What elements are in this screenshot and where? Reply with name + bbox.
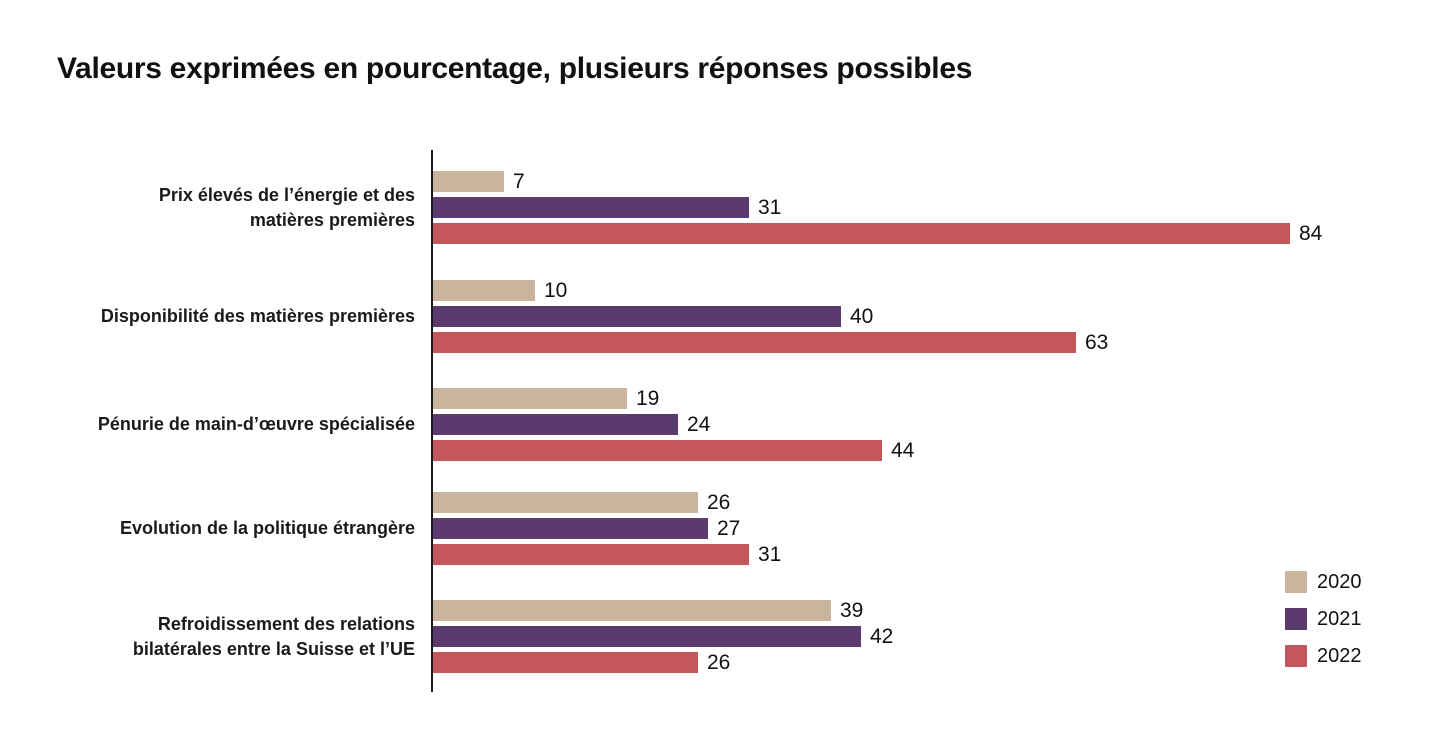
legend-item: 2021 bbox=[1285, 608, 1362, 630]
bar-value-label: 7 bbox=[513, 169, 525, 193]
category-label: Pénurie de main-d’œuvre spécialisée bbox=[0, 388, 415, 461]
bar-value-label: 39 bbox=[840, 598, 864, 622]
bar-value-label: 19 bbox=[636, 386, 660, 410]
bar-value-label: 24 bbox=[687, 412, 711, 436]
bar-2022 bbox=[433, 544, 749, 565]
bar-2021 bbox=[433, 518, 708, 539]
category-label-line: Disponibilité des matières premières bbox=[100, 306, 415, 326]
category-label-line: bilatérales entre la Suisse et l’UE bbox=[132, 638, 415, 659]
legend-swatch bbox=[1285, 608, 1307, 630]
legend-label: 2021 bbox=[1317, 608, 1362, 630]
category-label: Evolution de la politique étrangère bbox=[0, 492, 415, 565]
bar-value-label: 10 bbox=[544, 278, 568, 302]
bar-2022 bbox=[433, 332, 1076, 353]
bar-2022 bbox=[433, 652, 698, 673]
bar-2022 bbox=[433, 223, 1290, 244]
legend-item: 2022 bbox=[1285, 645, 1362, 667]
bar-value-label: 27 bbox=[717, 516, 741, 540]
bar-2020 bbox=[433, 171, 504, 192]
category-label-line: matières premières bbox=[249, 209, 415, 230]
y-axis-line bbox=[431, 150, 433, 692]
category-label-line: Prix élevés de l’énergie et des bbox=[158, 184, 415, 205]
legend: 2020 2021 2022 bbox=[1285, 571, 1362, 682]
bar-value-label: 31 bbox=[758, 542, 782, 566]
bar-value-label: 26 bbox=[707, 650, 731, 674]
bar-2020 bbox=[433, 492, 698, 513]
bar-2020 bbox=[433, 600, 831, 621]
category-label-line: Refroidissement des relations bbox=[157, 613, 415, 634]
bar-value-label: 84 bbox=[1299, 221, 1323, 245]
bar-2021 bbox=[433, 197, 749, 218]
category-label: Disponibilité des matières premières bbox=[0, 280, 415, 353]
legend-label: 2020 bbox=[1317, 571, 1362, 593]
legend-swatch bbox=[1285, 571, 1307, 593]
category-label-line: Evolution de la politique étrangère bbox=[119, 518, 415, 538]
bar-value-label: 42 bbox=[870, 624, 894, 648]
category-label-line: Pénurie de main-d’œuvre spécialisée bbox=[97, 414, 415, 434]
bar-value-label: 26 bbox=[707, 490, 731, 514]
chart-title: Valeurs exprimées en pourcentage, plusie… bbox=[57, 52, 973, 85]
bar-2020 bbox=[433, 388, 627, 409]
bar-value-label: 63 bbox=[1085, 330, 1109, 354]
bar-2021 bbox=[433, 414, 678, 435]
bar-value-label: 44 bbox=[891, 438, 915, 462]
category-label: Refroidissement des relations bilatérales… bbox=[0, 600, 415, 673]
legend-item: 2020 bbox=[1285, 571, 1362, 593]
legend-label: 2022 bbox=[1317, 645, 1362, 667]
bar-2020 bbox=[433, 280, 535, 301]
bar-2022 bbox=[433, 440, 882, 461]
bar-value-label: 31 bbox=[758, 195, 782, 219]
bar-value-label: 40 bbox=[850, 304, 874, 328]
category-label: Prix élevés de l’énergie et des matières … bbox=[0, 171, 415, 244]
bar-2021 bbox=[433, 626, 861, 647]
legend-swatch bbox=[1285, 645, 1307, 667]
bar-2021 bbox=[433, 306, 841, 327]
